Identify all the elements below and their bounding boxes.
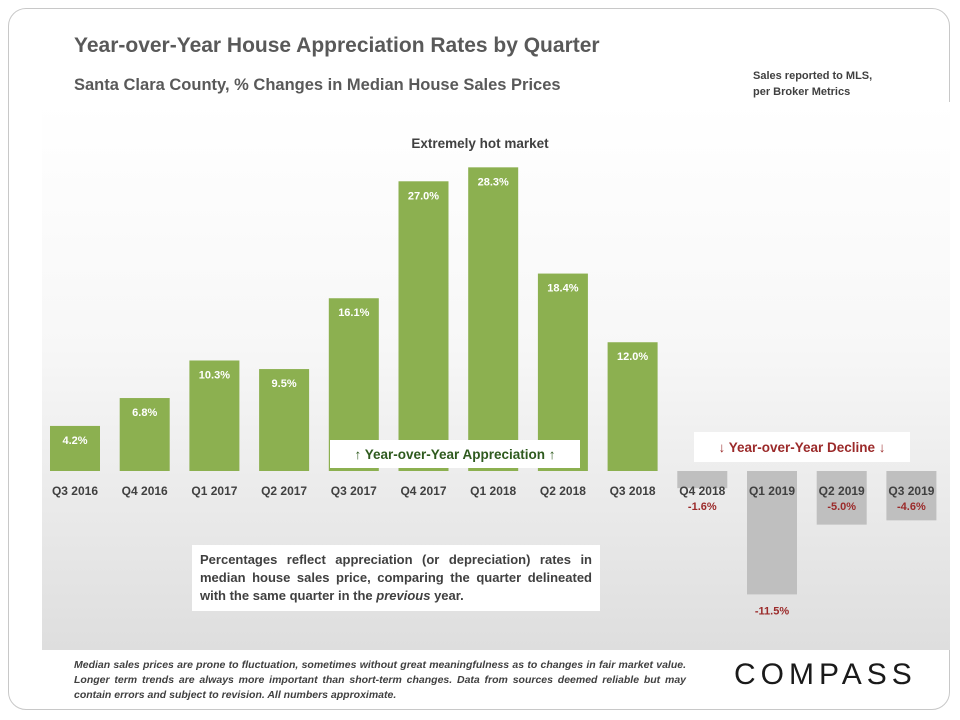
bar-q1-2018 xyxy=(468,167,519,471)
appreciation-label: ↑ Year-over-Year Appreciation ↑ xyxy=(354,447,555,462)
chart-subtitle: Santa Clara County, % Changes in Median … xyxy=(74,76,561,94)
bar-q4-2017 xyxy=(398,181,449,472)
bar-q4-2016 xyxy=(119,398,170,471)
note-text-2: year. xyxy=(430,588,464,603)
note-text-1: Percentages reflect appreciation (or dep… xyxy=(200,552,592,603)
x-tick-label: Q1 2017 xyxy=(191,484,237,498)
bar-q3-2019 xyxy=(886,471,937,521)
data-label: 28.3% xyxy=(478,176,509,188)
data-label: 9.5% xyxy=(272,378,297,390)
bar-q2-2017 xyxy=(259,369,310,471)
x-tick-label: Q2 2017 xyxy=(261,484,307,498)
x-tick-label: Q3 2018 xyxy=(610,484,656,498)
data-label: 4.2% xyxy=(62,435,87,447)
appreciation-label-box xyxy=(330,440,580,468)
decline-label: ↓ Year-over-Year Decline ↓ xyxy=(718,440,885,455)
bar-q4-2018 xyxy=(677,471,728,489)
x-tick-label: Q4 2018 xyxy=(679,484,725,498)
hot-market-annotation: Extremely hot market xyxy=(411,136,549,151)
bar-q2-2018 xyxy=(537,273,588,471)
compass-logo: COMPASS xyxy=(734,658,917,691)
x-tick-label: Q4 2016 xyxy=(122,484,168,498)
x-tick-label: Q3 2017 xyxy=(331,484,377,498)
data-label: 18.4% xyxy=(547,283,578,295)
data-label: -5.0% xyxy=(827,501,856,513)
x-tick-label: Q2 2019 xyxy=(819,484,865,498)
data-label: 27.0% xyxy=(408,190,439,202)
source-line-2: per Broker Metrics xyxy=(753,86,851,98)
bar-q1-2017 xyxy=(189,360,240,471)
data-label: -11.5% xyxy=(755,605,789,617)
x-tick-label: Q3 2016 xyxy=(52,484,98,498)
data-label: 10.3% xyxy=(199,369,230,381)
data-label: -4.6% xyxy=(897,501,926,513)
x-tick-label: Q4 2017 xyxy=(400,484,446,498)
x-tick-label: Q1 2019 xyxy=(749,484,795,498)
source-note: Sales reported to MLS, per Broker Metric… xyxy=(753,68,913,100)
data-label: -1.6% xyxy=(688,501,717,513)
bar-q2-2019 xyxy=(816,471,867,525)
source-line-1: Sales reported to MLS, xyxy=(753,70,873,82)
data-label: 16.1% xyxy=(338,307,369,319)
bar-q3-2018 xyxy=(607,342,658,471)
data-label: 6.8% xyxy=(132,407,157,419)
note-emphasis: previous xyxy=(376,588,431,603)
data-label: 12.0% xyxy=(617,351,648,363)
decline-label-box xyxy=(694,432,910,462)
bar-q1-2019 xyxy=(747,471,797,595)
x-tick-label: Q2 2018 xyxy=(540,484,586,498)
footer-disclaimer: Median sales prices are prone to fluctua… xyxy=(74,659,686,701)
x-tick-label: Q1 2018 xyxy=(470,484,516,498)
chart-title: Year-over-Year House Appreciation Rates … xyxy=(74,34,600,57)
bar-q3-2016 xyxy=(50,425,100,471)
explanation-note: Percentages reflect appreciation (or dep… xyxy=(192,545,600,611)
x-tick-label: Q3 2019 xyxy=(888,484,934,498)
